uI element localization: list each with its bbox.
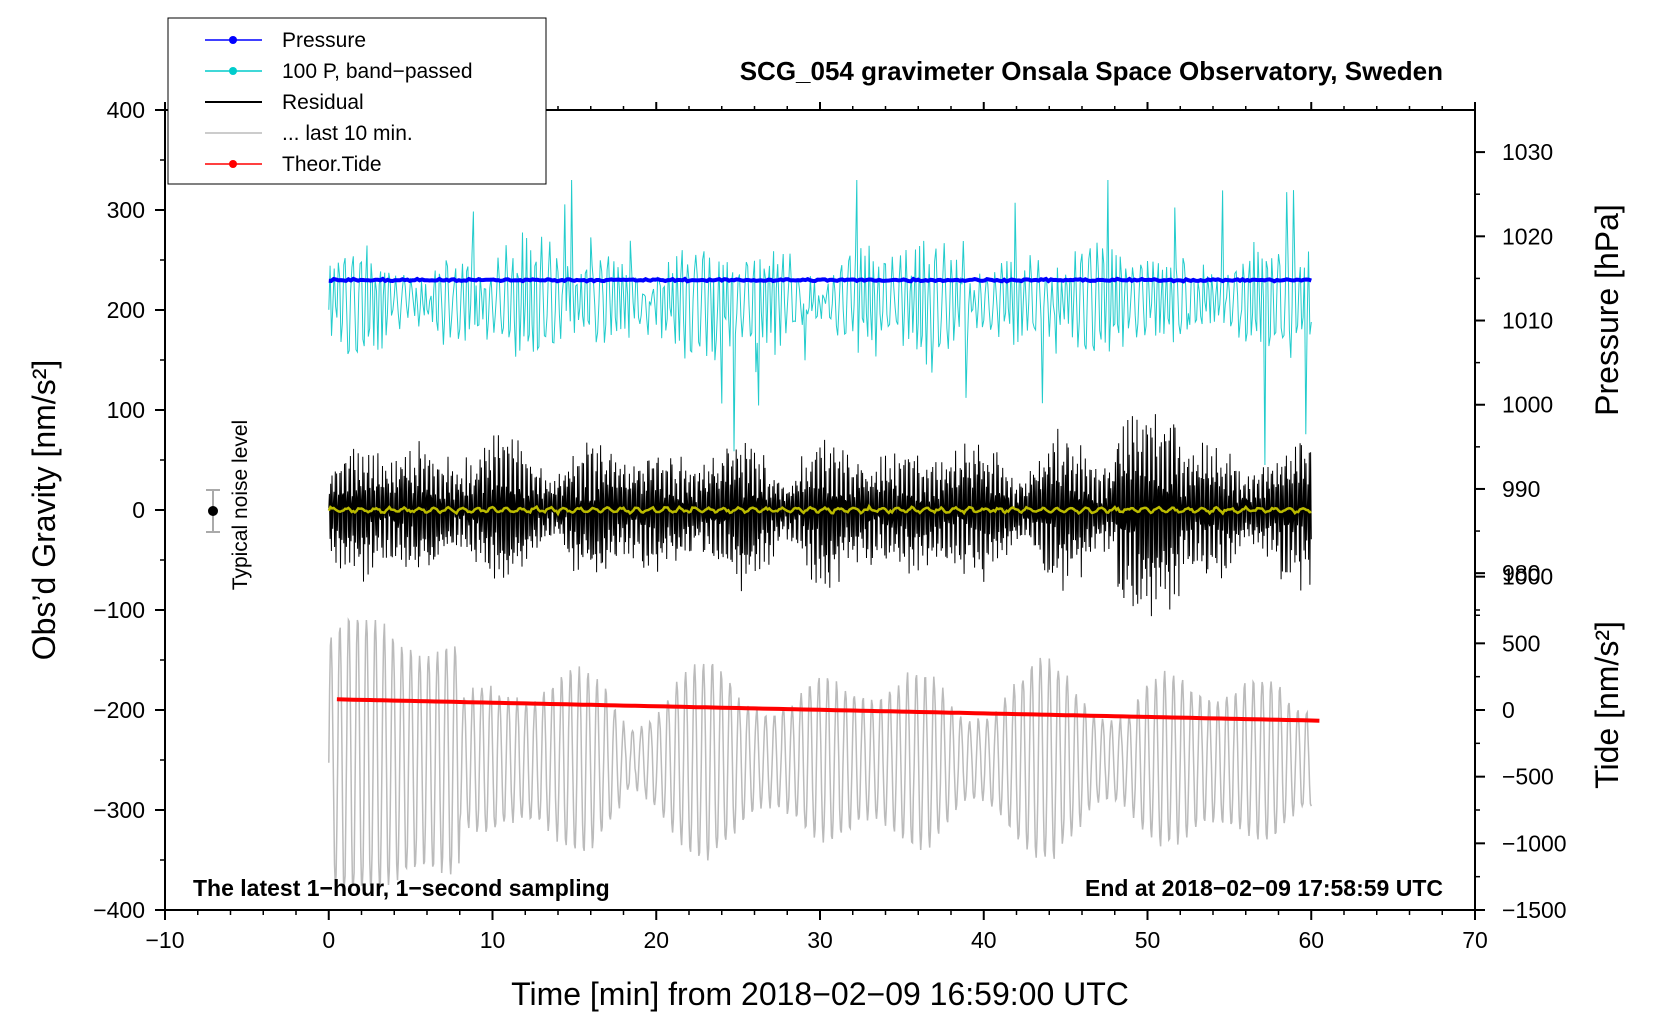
tide-tick-label: 0 — [1502, 697, 1515, 723]
tide-tick-label: 1000 — [1502, 564, 1553, 590]
series-bandpassed-pressure — [328, 179, 1312, 466]
y-axis-label-tide: Tide [nm/s²] — [1589, 621, 1625, 789]
x-axis-label: Time [min] from 2018−02−09 16:59:00 UTC — [511, 976, 1129, 1012]
x-tick-label: 40 — [971, 927, 997, 953]
y-left-tick-label: −100 — [93, 597, 145, 623]
y-axis-label-pressure: Pressure [hPa] — [1589, 204, 1625, 416]
data-layer — [327, 179, 1320, 886]
y-left-tick-label: 200 — [107, 297, 145, 323]
legend-marker — [229, 160, 237, 168]
x-tick-label: 0 — [322, 927, 335, 953]
legend-label: 100 P, band−passed — [282, 60, 473, 83]
y-axis-label-left: Obs’d Gravity [nm/s²] — [26, 360, 62, 661]
x-tick-label: 30 — [807, 927, 833, 953]
annotation-sampling: The latest 1−hour, 1−second sampling — [193, 875, 610, 901]
legend-label: Pressure — [282, 29, 366, 52]
y-left-tick-label: 100 — [107, 397, 145, 423]
x-tick-label: 20 — [643, 927, 669, 953]
legend-label: Residual — [282, 91, 364, 114]
series-pressure — [328, 276, 1312, 284]
noise-level-label: Typical noise level — [229, 420, 252, 590]
y-left-tick-label: 0 — [132, 497, 145, 523]
pressure-tick-label: 1000 — [1502, 392, 1553, 418]
x-tick-label: 70 — [1462, 927, 1488, 953]
noise-level-marker — [206, 489, 220, 533]
tide-tick-label: −1000 — [1502, 830, 1567, 856]
series-last-10-min — [328, 617, 1313, 886]
x-tick-label: 10 — [480, 927, 506, 953]
y-left-tick-label: −400 — [93, 897, 145, 923]
pressure-tick-label: 1030 — [1502, 139, 1553, 165]
chart-title: SCG_054 gravimeter Onsala Space Observat… — [740, 56, 1443, 86]
ticks-layer: −10 0 10 20 30 40 50 60 704003002001000−100−200−… — [93, 97, 1566, 953]
y-left-tick-label: 300 — [107, 197, 145, 223]
legend: Pressure 100 P, band−passed Residual ... la… — [167, 17, 547, 185]
x-tick-label: 50 — [1135, 927, 1161, 953]
pressure-tick-label: 980 — [1502, 560, 1540, 586]
x-tick-label: −10 — [145, 927, 184, 953]
legend-marker — [229, 36, 237, 44]
series-theoretical-tide — [336, 697, 1320, 723]
y-left-tick-label: 400 — [107, 97, 145, 123]
tide-tick-label: 500 — [1502, 630, 1540, 656]
legend-marker — [229, 67, 237, 75]
series-residual-lowpass — [327, 503, 1312, 517]
x-tick-label: 60 — [1298, 927, 1324, 953]
pressure-tick-label: 1010 — [1502, 308, 1553, 334]
legend-label: Theor.Tide — [282, 153, 382, 176]
pressure-tick-label: 990 — [1502, 476, 1540, 502]
series-residual — [328, 414, 1312, 617]
legend-label: ... last 10 min. — [282, 122, 413, 145]
tide-tick-label: −500 — [1502, 764, 1554, 790]
tide-tick-label: −1500 — [1502, 897, 1567, 923]
y-left-tick-label: −200 — [93, 697, 145, 723]
annotation-end-time: End at 2018−02−09 17:58:59 UTC — [1085, 875, 1443, 901]
y-left-tick-label: −300 — [93, 797, 145, 823]
pressure-tick-label: 1020 — [1502, 223, 1553, 249]
